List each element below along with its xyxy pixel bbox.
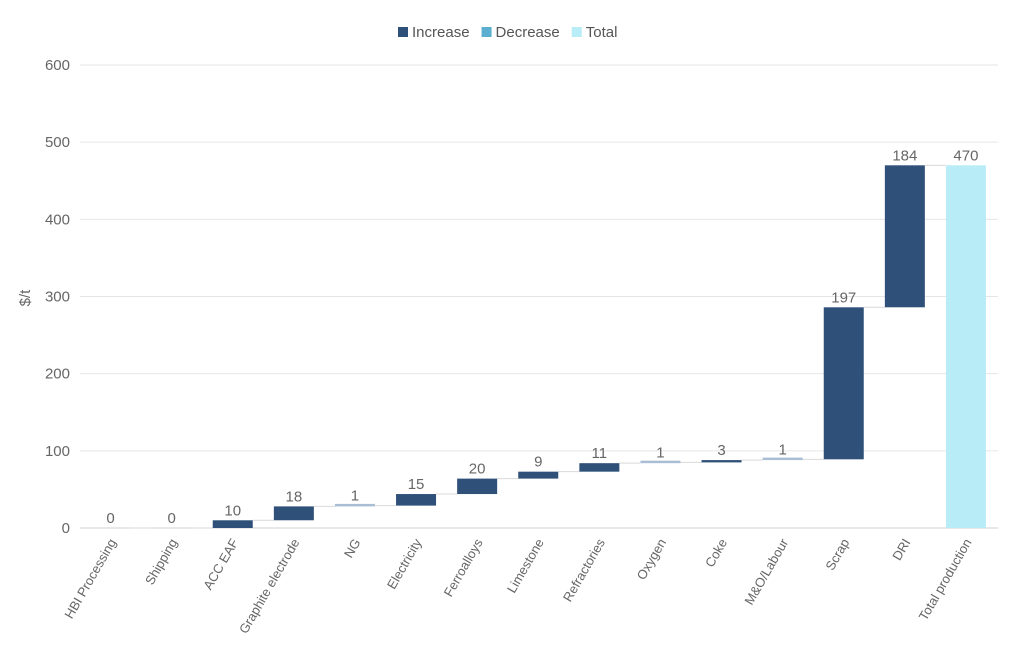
- data-label: 0: [167, 510, 175, 527]
- data-label: 184: [892, 147, 917, 164]
- bar: [884, 165, 925, 308]
- x-tick-label: Scrap: [822, 536, 852, 573]
- data-label: 11: [592, 445, 608, 462]
- data-label: 15: [408, 476, 425, 493]
- bar: [762, 457, 803, 461]
- bar: [212, 520, 253, 528]
- y-tick-label: 400: [45, 211, 70, 228]
- connectors: [130, 164, 946, 529]
- legend-swatch: [481, 27, 492, 37]
- y-tick-label: 600: [45, 57, 70, 74]
- legend-label: Increase: [412, 24, 470, 41]
- gridlines: [80, 64, 998, 529]
- x-tick-label: Ferroalloys: [441, 536, 486, 600]
- y-tick-label: 500: [45, 134, 70, 151]
- legend-item: Increase: [398, 24, 470, 41]
- legend-label: Total: [586, 24, 618, 41]
- bar: [823, 307, 864, 460]
- x-tick-label: Graphite electrode: [236, 536, 302, 636]
- x-tick-label: NG: [341, 536, 364, 560]
- data-label: 20: [469, 461, 486, 478]
- bar: [334, 503, 375, 507]
- legend-swatch: [398, 27, 408, 37]
- x-tick-label: Oxygen: [634, 536, 669, 582]
- data-label: 3: [717, 442, 725, 459]
- legend-label: Decrease: [496, 24, 560, 41]
- data-label: 470: [953, 147, 978, 164]
- bar: [640, 460, 681, 464]
- x-tick-label: HBI Processing: [61, 536, 119, 621]
- bar: [518, 471, 559, 479]
- x-tick-label: M&O/Labour: [741, 535, 791, 607]
- data-label: 9: [534, 454, 542, 471]
- x-tick-label: Refractories: [560, 536, 608, 605]
- data-label: 197: [831, 289, 856, 306]
- legend: Increase Decrease Total: [398, 24, 617, 41]
- y-axis: 0 100 200 300 400 500 600: [45, 57, 70, 537]
- x-tick-label: Limestone: [504, 536, 547, 595]
- bars: [212, 165, 986, 529]
- data-label: 18: [286, 488, 303, 505]
- legend-swatch: [571, 27, 582, 37]
- x-tick-label: Coke: [702, 536, 730, 570]
- bar: [396, 494, 437, 506]
- legend-item: Total: [571, 24, 618, 41]
- y-tick-label: 0: [62, 520, 70, 537]
- x-tick-label: Shipping: [142, 536, 180, 587]
- y-tick-label: 100: [45, 443, 70, 460]
- bar: [579, 463, 620, 472]
- bar: [457, 478, 498, 495]
- bar: [701, 460, 742, 463]
- bar: [273, 506, 314, 521]
- bar: [945, 165, 986, 529]
- x-tick-label: Electricity: [384, 536, 425, 592]
- y-tick-label: 200: [45, 366, 70, 383]
- x-tick-label: Total production: [916, 536, 975, 623]
- data-label: 1: [351, 488, 359, 505]
- data-label: 10: [224, 502, 241, 519]
- y-axis-title: $/t: [17, 289, 34, 307]
- data-label: 1: [778, 441, 786, 458]
- legend-item: Decrease: [481, 24, 560, 41]
- y-tick-label: 300: [45, 289, 70, 306]
- data-label: 0: [106, 510, 114, 527]
- x-tick-label: DRI: [889, 536, 913, 563]
- x-tick-label: ACC EAF: [200, 536, 241, 592]
- data-label: 1: [656, 444, 664, 461]
